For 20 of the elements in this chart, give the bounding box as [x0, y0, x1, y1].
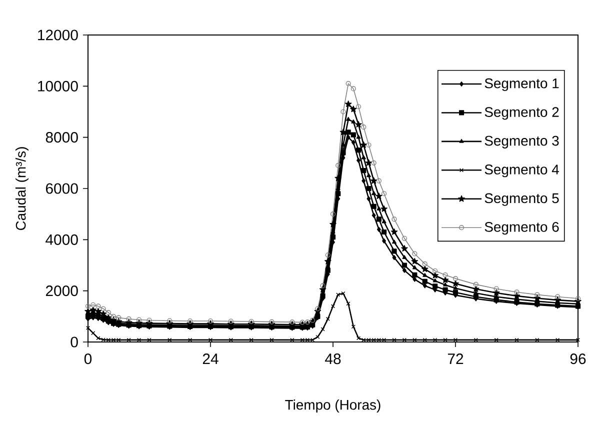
legend-label: Segmento 5 [484, 193, 559, 206]
y-tick-label: 2000 [46, 286, 78, 296]
legend-label: Segmento 4 [484, 164, 559, 178]
y-tick-label: 6000 [46, 183, 78, 194]
y-axis-title: Caudal (m³/s) [16, 147, 28, 230]
y-tick-label: 8000 [46, 132, 78, 143]
legend-label: Segmento 3 [484, 136, 559, 148]
x-tick-label: 72 [448, 354, 464, 364]
legend-label: Segmento 6 [484, 222, 559, 235]
y-tick-label: 4000 [46, 234, 78, 245]
x-tick-label: 96 [570, 354, 586, 364]
x-axis-title: Tiempo (Horas) [285, 400, 380, 413]
y-tick-label: 10000 [38, 80, 78, 92]
y-tick-label: 0 [70, 336, 78, 348]
x-tick-label: 0 [84, 354, 92, 364]
legend-label: Segmento 1 [484, 78, 559, 92]
x-tick-label: 24 [202, 354, 218, 364]
y-tick-label: 12000 [38, 30, 78, 40]
x-tick-label: 48 [325, 354, 341, 364]
legend-label: Segmento 2 [484, 107, 559, 120]
